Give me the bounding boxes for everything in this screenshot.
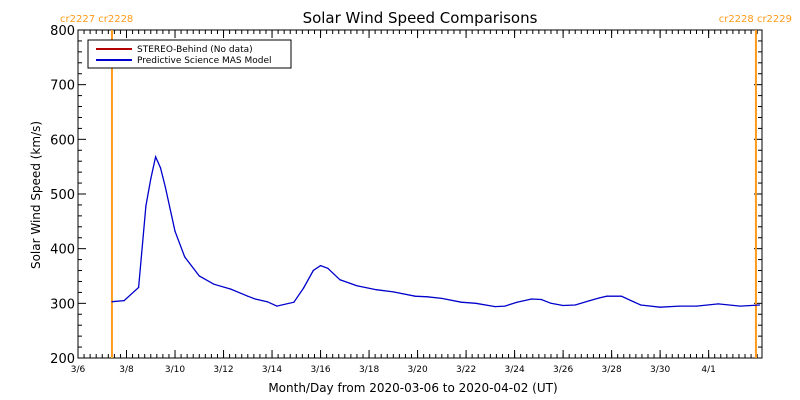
x-tick-label: 3/22 — [456, 365, 476, 375]
data-point — [138, 286, 140, 289]
data-point — [606, 295, 608, 297]
data-point — [758, 304, 761, 306]
y-axis-title: Solar Wind Speed (km/s) — [29, 121, 43, 269]
data-point — [414, 295, 416, 297]
data-point — [155, 156, 157, 158]
data-point — [254, 298, 256, 300]
data-point — [574, 304, 576, 306]
y-tick-label: 300 — [50, 297, 75, 312]
series-layer — [111, 154, 761, 308]
data-point — [174, 230, 176, 232]
legend: STEREO-Behind (No data)Predictive Scienc… — [87, 39, 292, 69]
ticks-layer: 200 300 400 500 600 700 800 3/6 3/8 3/10 3/12 3/14 3… — [50, 24, 762, 375]
data-point — [276, 305, 278, 307]
y-tick-label: 800 — [50, 24, 75, 39]
legend-label: Predictive Science MAS Model — [137, 56, 272, 66]
data-point — [392, 291, 394, 293]
data-point — [375, 289, 377, 291]
data-point — [695, 305, 698, 307]
y-tick-label: 500 — [50, 188, 75, 203]
data-point — [550, 302, 552, 304]
data-point — [516, 301, 518, 303]
y-tick-label: 200 — [50, 352, 75, 367]
x-tick-label: 3/8 — [119, 365, 134, 375]
x-tick-label: 3/28 — [602, 365, 622, 375]
x-tick-label: 3/12 — [213, 365, 233, 375]
data-point — [620, 295, 622, 297]
cr-marker-label: cr2227 cr2228 — [60, 14, 133, 25]
series-line-1 — [111, 154, 760, 308]
data-point — [504, 305, 506, 307]
x-tick-label: 3/18 — [359, 365, 379, 375]
data-point — [327, 267, 329, 269]
cr-marker-label: cr2228 cr2229 — [719, 14, 792, 25]
data-point — [150, 178, 152, 180]
data-point — [540, 298, 542, 301]
data-point — [530, 298, 533, 300]
data-point — [164, 186, 166, 188]
data-point — [640, 304, 642, 306]
data-point — [441, 297, 443, 300]
data-point — [266, 301, 268, 303]
data-point — [198, 275, 200, 277]
data-point — [184, 256, 186, 258]
data-point — [312, 269, 314, 272]
data-point — [247, 295, 249, 297]
data-point — [678, 305, 681, 307]
x-tick-label: 4/1 — [701, 365, 715, 375]
legend-box — [87, 39, 292, 69]
data-point — [717, 303, 719, 305]
x-tick-label: 3/6 — [71, 365, 86, 375]
data-point — [659, 306, 661, 308]
x-tick-label: 3/20 — [407, 365, 427, 375]
data-point — [339, 279, 341, 281]
data-point — [460, 301, 462, 303]
x-tick-label: 3/16 — [310, 365, 330, 375]
y-tick-label: 600 — [50, 133, 75, 148]
legend-label: STEREO-Behind (No data) — [137, 45, 253, 55]
y-tick-label: 700 — [50, 79, 75, 94]
x-tick-label: 3/26 — [553, 365, 573, 375]
carrington-markers: cr2227 cr2228 cr2228 cr2229 — [60, 14, 792, 358]
x-tick-label: 3/14 — [262, 365, 282, 375]
data-point — [739, 305, 741, 307]
x-axis-title: Month/Day from 2020-03-06 to 2020-04-02 … — [268, 381, 557, 395]
data-point — [598, 297, 601, 299]
data-point — [302, 287, 305, 289]
data-point — [589, 300, 591, 302]
data-point — [213, 283, 215, 285]
data-point — [319, 265, 322, 267]
data-point — [111, 301, 113, 303]
x-tick-label: 3/30 — [650, 365, 670, 375]
data-point — [145, 205, 147, 207]
data-point — [159, 167, 162, 169]
data-point — [475, 302, 477, 304]
plot-frame — [77, 29, 763, 359]
data-point — [293, 301, 295, 303]
x-tick-label: 3/10 — [165, 365, 185, 375]
chart-title: Solar Wind Speed Comparisons — [303, 9, 538, 27]
x-tick-label: 3/24 — [504, 365, 524, 375]
y-tick-label: 400 — [50, 243, 75, 258]
data-point — [230, 288, 232, 290]
data-point — [123, 300, 125, 302]
data-point — [562, 304, 564, 307]
data-point — [426, 296, 428, 298]
data-point — [494, 306, 496, 308]
data-point — [356, 285, 358, 287]
